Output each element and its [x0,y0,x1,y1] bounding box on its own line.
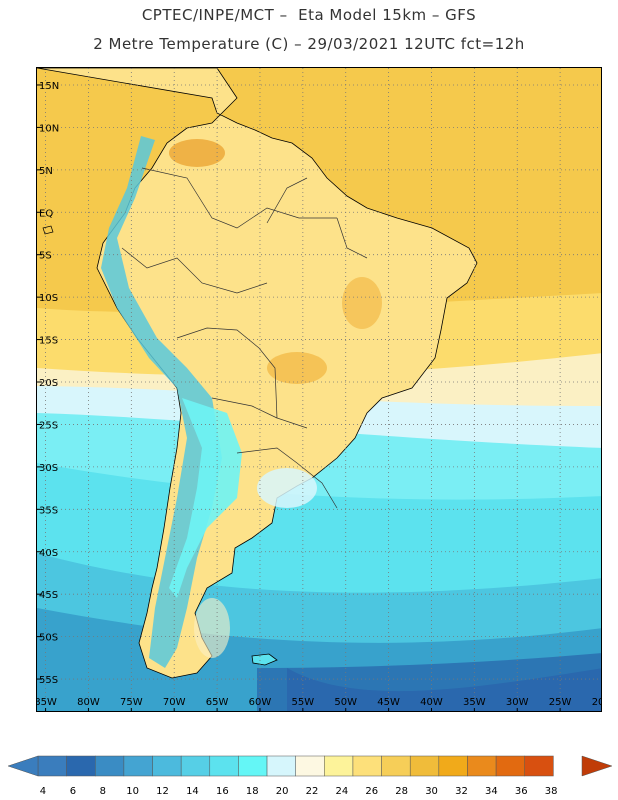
lat-tick-label: 25S [39,420,58,431]
colorbar-label: 26 [365,786,378,797]
colorbar-swatch [209,755,239,777]
colorbar-swatch [95,755,125,777]
lat-tick-label: 15N [39,81,59,92]
lat-tick-label: 50S [39,633,58,644]
lon-tick-label: 70W [163,697,186,708]
colorbar-label: 16 [216,786,229,797]
lat-tick-label: 40S [39,548,58,559]
lon-tick-label: 65W [206,697,229,708]
lat-tick-label: 35S [39,505,58,516]
colorbar-swatch [180,755,211,777]
lon-tick-label: 25W [549,697,572,708]
lon-tick-label: 35W [463,697,486,708]
colorbar-swatch [409,755,440,777]
lon-tick-label: 40W [420,697,443,708]
colorbar-label: 38 [545,786,558,797]
lat-tick-label: 55S [39,675,58,686]
lat-tick-label: 15S [39,336,58,347]
colorbar-label: 34 [485,786,498,797]
colorbar-label: 18 [246,786,259,797]
map-frame: 15N 10N 5N EQ 5S 10S 15S 20S 25S 30S 35S 40S 45S 50S 5… [36,67,602,712]
colorbar-swatch [324,755,354,777]
colorbar-swatch [66,755,96,777]
lon-tick-label: 55W [292,697,315,708]
colorbar-label: 6 [70,786,76,797]
colorbar-low-arrow [7,755,39,777]
colorbar-swatch [295,755,325,777]
lon-tick-label: 30W [506,697,529,708]
colorbar-label: 32 [455,786,468,797]
lon-tick-label: 20W [592,697,602,708]
lon-tick-label: 50W [334,697,357,708]
colorbar-swatch [266,755,296,777]
colorbar-label: 20 [276,786,289,797]
colorbar-swatch [37,755,67,777]
color-scale: 4 6 8 10 12 14 16 18 20 22 24 26 28 30 32 34 36 38 [7,755,613,797]
colorbar-swatch [467,755,497,777]
colorbar-label: 24 [336,786,349,797]
colorbar-label: 28 [395,786,408,797]
colorbar-label: 14 [186,786,199,797]
colorbar-label: 4 [40,786,46,797]
colorbar-label: 36 [515,786,528,797]
colorbar-label: 30 [425,786,438,797]
lon-tick-label: 80W [77,697,100,708]
colorbar-label: 22 [306,786,319,797]
chart-subtitle: 2 Metre Temperature (C) – 29/03/2021 12U… [93,35,525,53]
colorbar-swatch [381,755,411,777]
lat-tick-label: 30S [39,463,58,474]
colorbar-swatch [123,755,153,777]
lat-tick-label: 5S [39,251,52,262]
colorbar-high-arrow [581,755,613,777]
colorbar-swatch [152,755,182,777]
colorbar-swatch [495,755,525,777]
chart-title: CPTEC/INPE/MCT – Eta Model 15km – GFS [141,6,477,24]
lat-tick-label: 20S [39,378,58,389]
temperature-map: 15N 10N 5N EQ 5S 10S 15S 20S 25S 30S 35S 40S 45S 50S 5… [37,68,602,711]
lat-tick-label: 10N [39,123,59,134]
lon-tick-label: 45W [377,697,400,708]
colorbar-swatch [524,755,554,777]
colorbar-label: 8 [100,786,106,797]
lat-tick-label: 45S [39,590,58,601]
colorbar-swatch [438,755,468,777]
colorbar-swatch [352,755,382,777]
lat-tick-label: 10S [39,293,58,304]
colorbar-swatch [238,755,268,777]
lat-tick-label: 5N [39,166,53,177]
lon-tick-label: 85W [37,697,57,708]
colorbar-label: 10 [126,786,139,797]
lon-tick-label: 75W [120,697,143,708]
lon-tick-label: 60W [249,697,272,708]
colorbar-label: 12 [156,786,169,797]
lat-tick-label: EQ [39,208,53,219]
